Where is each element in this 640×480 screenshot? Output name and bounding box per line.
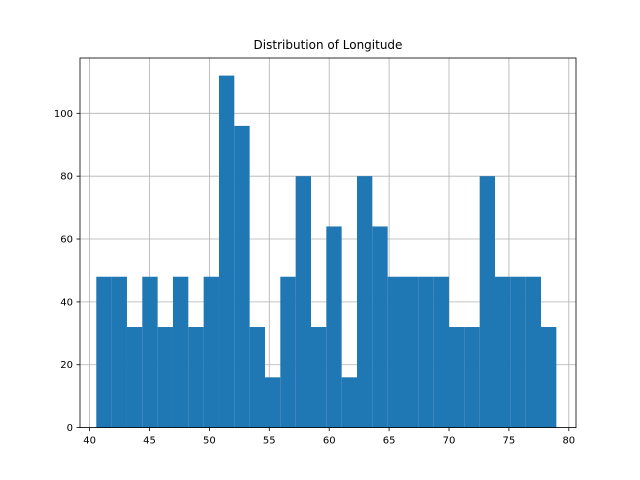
histogram-bars [96, 75, 557, 428]
histogram-bar-28 [525, 276, 542, 428]
x-tick-label: 45 [143, 436, 156, 447]
plot-frame [79, 57, 577, 429]
x-tick-label: 40 [83, 436, 96, 447]
y-tick-label: 60 [60, 235, 73, 246]
histogram-bar-10 [249, 327, 265, 428]
histogram-bar-6 [188, 327, 204, 428]
histogram-bar-19 [387, 276, 403, 428]
histogram-bar-7 [203, 276, 219, 428]
x-tick-label: 50 [203, 436, 216, 447]
histogram-bar-5 [172, 276, 189, 428]
histogram-bar-24 [464, 327, 480, 428]
y-tick-label: 80 [60, 172, 73, 183]
histogram-bar-20 [402, 276, 419, 428]
y-tick-label: 0 [67, 423, 73, 434]
histogram-bar-16 [341, 377, 357, 428]
y-tick-label: 20 [60, 360, 73, 371]
histogram-bar-11 [264, 377, 281, 428]
histogram-bar-9 [234, 125, 250, 428]
y-tick-label: 40 [60, 297, 73, 308]
x-tick-label: 65 [383, 436, 396, 447]
y-axis-ticks: 0 20 40 60 80 100 [54, 109, 80, 434]
histogram-bar-17 [356, 176, 373, 428]
histogram-bar-0 [96, 276, 112, 428]
y-tick-label: 100 [54, 109, 73, 120]
x-tick-label: 60 [323, 436, 336, 447]
histogram-bar-26 [495, 276, 511, 428]
x-tick-label: 80 [562, 436, 575, 447]
histogram-bar-22 [433, 276, 450, 428]
histogram-bar-25 [479, 176, 496, 428]
histogram-bar-2 [126, 327, 143, 428]
chart-title: Distribution of Longitude [254, 38, 403, 52]
histogram-bar-13 [295, 176, 311, 428]
x-tick-label: 75 [503, 436, 516, 447]
histogram-bar-8 [218, 75, 235, 428]
histogram-bar-3 [142, 276, 158, 428]
histogram-bar-12 [280, 276, 296, 428]
x-tick-label: 55 [263, 436, 276, 447]
histogram-bar-1 [111, 276, 127, 428]
histogram-bar-4 [157, 327, 173, 428]
x-axis-ticks: 40 45 50 55 60 65 70 75 80 [83, 427, 575, 447]
histogram-bar-29 [541, 327, 557, 428]
histogram-bar-18 [372, 226, 388, 428]
histogram-bar-27 [510, 276, 526, 428]
histogram-bar-15 [326, 226, 342, 428]
histogram-bar-21 [418, 276, 434, 428]
histogram-bar-23 [449, 327, 465, 428]
histogram-bar-14 [310, 327, 327, 428]
x-tick-label: 70 [443, 436, 456, 447]
